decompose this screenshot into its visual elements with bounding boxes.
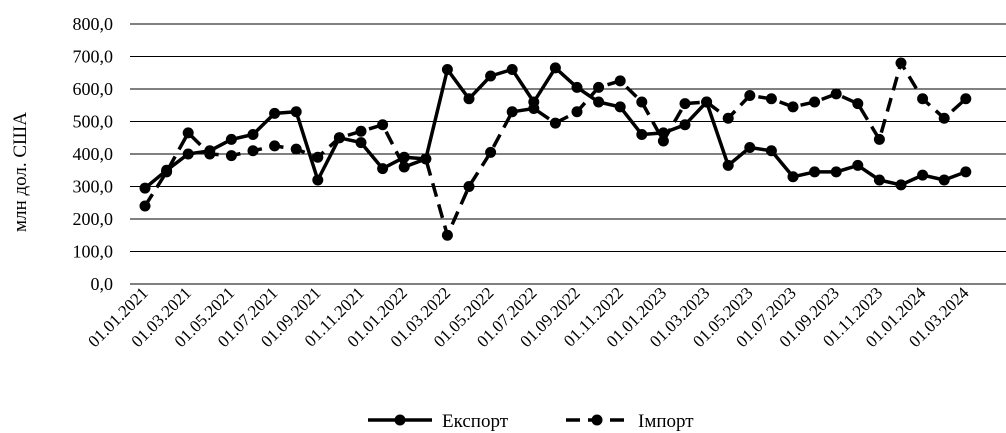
legend-marker [394,414,406,426]
data-point [765,93,777,105]
data-point [463,93,475,105]
data-point [917,169,929,181]
data-point [549,117,561,129]
y-tick-label: 400,0 [73,144,114,164]
legend-marker [591,414,603,426]
data-point [225,150,237,162]
data-point [895,179,907,191]
legend-label: Імпорт [638,411,694,432]
y-tick-label: 300,0 [73,177,114,197]
data-point [139,200,151,212]
y-tick-label: 600,0 [73,79,114,99]
gridlines [130,23,1006,285]
data-point [895,57,907,69]
data-point [830,88,842,100]
data-point [290,143,302,155]
data-point [441,229,453,241]
data-point [701,96,713,108]
y-tick-label: 0,0 [91,274,114,294]
data-point [765,145,777,157]
data-point [182,148,194,160]
series-export [139,62,972,194]
y-tick-label: 700,0 [73,47,114,67]
legend-label: Експорт [442,411,509,432]
data-point [787,171,799,183]
data-point [506,106,518,118]
data-point [420,153,432,165]
data-point [593,81,605,93]
data-point [485,70,497,82]
data-point [636,96,648,108]
y-axis-ticks: 0,0 100,0 200,0 300,0 400,0 500,0 600,0 700,0 80… [73,14,114,294]
y-axis-label: млн дол. США [10,112,31,232]
data-point [787,101,799,113]
data-point [809,96,821,108]
data-point [355,137,367,149]
series-line [143,61,967,238]
data-point [852,98,864,110]
data-point [679,119,691,131]
data-point [355,125,367,137]
data-point [398,161,410,173]
x-axis-ticks: 01.01.202101.03.202101.05.202101.07.2021… [84,283,973,351]
series-lines [139,57,972,241]
data-point [312,151,324,163]
y-tick-label: 800,0 [73,14,114,34]
data-point [269,107,281,119]
data-point [744,142,756,153]
data-point [873,133,885,145]
data-point [139,182,151,194]
data-point [247,145,259,157]
data-point [571,106,583,118]
data-point [161,166,173,178]
data-point [852,159,864,171]
data-point [657,135,669,147]
y-tick-label: 200,0 [73,209,114,229]
data-point [549,62,561,74]
data-point [938,112,950,124]
data-point [960,93,972,105]
data-point [182,127,194,139]
data-point [225,133,237,145]
data-point [441,64,453,75]
data-point [593,96,605,108]
data-point [809,166,821,178]
data-point [960,166,972,178]
data-point [290,106,302,118]
data-point [722,159,734,171]
data-point [463,181,475,192]
data-point [917,93,929,105]
data-point [830,166,842,178]
data-point [722,112,734,124]
data-point [377,119,389,131]
data-point [204,148,216,160]
data-point [333,132,345,144]
data-point [744,90,756,101]
data-point [636,129,648,140]
data-point [528,103,540,114]
data-point [312,174,324,186]
data-point [679,98,691,110]
y-tick-label: 500,0 [73,112,114,132]
data-point [506,64,518,75]
data-point [938,174,950,186]
series-import [139,57,972,241]
data-point [571,81,583,93]
data-point [247,129,259,140]
y-tick-label: 100,0 [73,242,114,262]
data-point [614,75,626,87]
data-point [269,140,281,152]
data-point [873,174,885,186]
legend: Експорт Імпорт [368,411,694,432]
data-point [485,146,497,158]
data-point [614,101,626,113]
data-point [377,163,389,175]
